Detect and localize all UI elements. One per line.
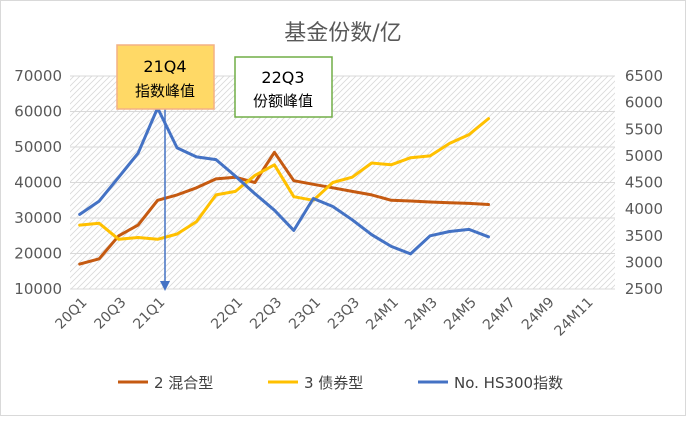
legend-label: No. HS300指数	[454, 374, 563, 392]
legend: 2 混合型 3 债券型 No. HS300指数	[118, 374, 563, 392]
y-right-tick-label: 3000	[625, 253, 663, 271]
y-right-tick-label: 3500	[625, 227, 663, 245]
y-left-tick-label: 40000	[14, 174, 62, 192]
legend-label: 2 混合型	[154, 374, 213, 392]
y-right-tick-label: 2500	[625, 280, 663, 298]
series-line-3	[78, 106, 490, 256]
y-left-tick-label: 60000	[14, 103, 62, 121]
chart-title: 基金份数/亿	[284, 21, 401, 46]
annotation-share-peak: 22Q3 份额峰值	[234, 56, 333, 118]
y-left-tick-label: 30000	[14, 209, 62, 227]
annotation-index-peak-line2: 指数峰值	[135, 82, 195, 100]
annotation-index-peak: 21Q4 指数峰值	[116, 44, 215, 110]
annotation-index-peak-line1: 21Q4	[143, 57, 186, 76]
y-right-tick-label: 5000	[625, 147, 663, 165]
y-right-tick-label: 5500	[625, 120, 663, 138]
series-line-2	[78, 117, 490, 241]
y-left-tick-label: 20000	[14, 245, 62, 263]
y-left-tick-label: 50000	[14, 138, 62, 156]
y-right-tick-label: 6000	[625, 94, 663, 112]
annotation-arrowhead	[160, 281, 170, 291]
y-right-tick-label: 4500	[625, 174, 663, 192]
y-right-tick-label: 4000	[625, 200, 663, 218]
annotation-share-peak-line2: 份额峰值	[253, 92, 313, 110]
series-line-1	[78, 150, 490, 266]
series-lines	[78, 106, 490, 266]
annotation-share-peak-box	[234, 56, 333, 118]
annotation-index-peak-box	[116, 44, 215, 110]
legend-label: 3 债券型	[304, 374, 363, 392]
y-axis-left-labels: 10000 20000 30000 40000 50000 60000 70000	[14, 67, 62, 298]
y-left-tick-label: 10000	[14, 280, 62, 298]
y-right-tick-label: 6500	[625, 67, 663, 85]
y-axis-right-labels: 2500 3000 3500 4000 4500 5000 5500 6000 6500	[625, 67, 663, 298]
annotation-share-peak-line1: 22Q3	[261, 68, 304, 87]
y-left-tick-label: 70000	[14, 67, 62, 85]
